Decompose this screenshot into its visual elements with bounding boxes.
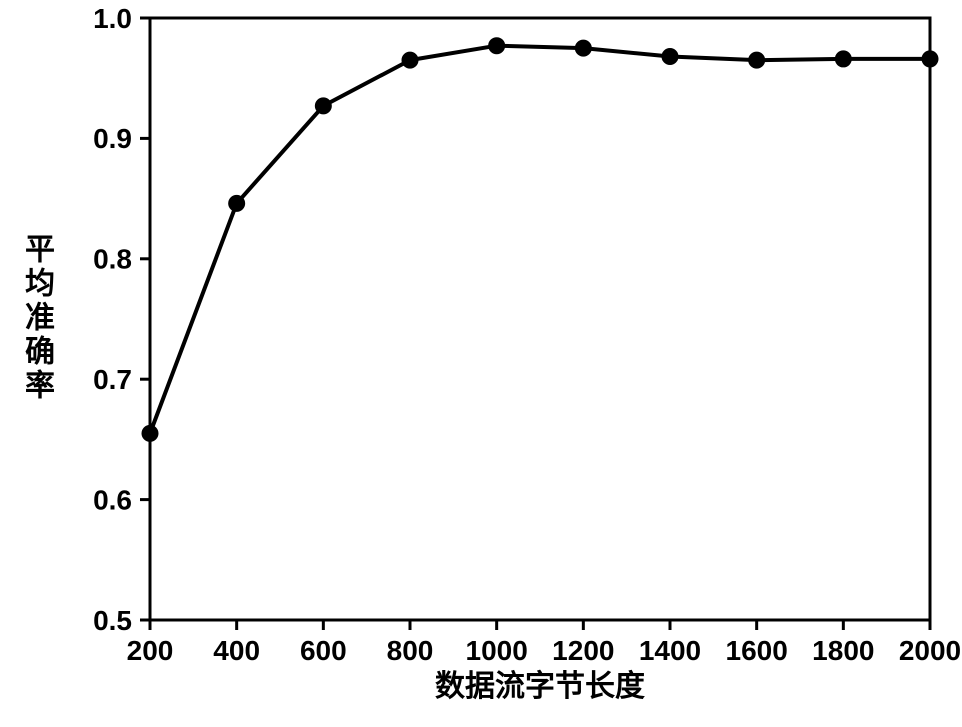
x-tick-label: 1400 — [639, 635, 701, 666]
y-tick-label: 0.9 — [93, 123, 132, 154]
series-marker — [229, 195, 245, 211]
y-tick-label: 0.7 — [93, 364, 132, 395]
series-marker — [922, 51, 938, 67]
x-tick-label: 400 — [213, 635, 260, 666]
x-tick-label: 1600 — [726, 635, 788, 666]
series-marker — [315, 98, 331, 114]
x-tick-label: 1000 — [466, 635, 528, 666]
x-axis-title: 数据流字节长度 — [435, 669, 645, 703]
y-tick-label: 1.0 — [93, 3, 132, 34]
series-marker — [575, 40, 591, 56]
series-marker — [402, 52, 418, 68]
series-marker — [662, 49, 678, 65]
series-marker — [835, 51, 851, 67]
x-tick-label: 2000 — [899, 635, 961, 666]
svg-text:平: 平 — [25, 234, 55, 267]
x-tick-label: 600 — [300, 635, 347, 666]
series-line — [150, 46, 930, 434]
y-axis-title: 平均准确率 — [25, 234, 55, 403]
svg-text:均: 均 — [25, 268, 55, 301]
svg-text:准: 准 — [25, 302, 55, 335]
x-tick-label: 1200 — [552, 635, 614, 666]
svg-text:确: 确 — [25, 335, 55, 369]
svg-text:率: 率 — [25, 370, 55, 403]
x-tick-label: 1800 — [812, 635, 874, 666]
y-tick-label: 0.8 — [93, 244, 132, 275]
y-tick-label: 0.6 — [93, 484, 132, 515]
series-marker — [142, 425, 158, 441]
plot-frame — [150, 18, 930, 620]
y-tick-label: 0.5 — [93, 605, 132, 636]
series-marker — [489, 38, 505, 54]
chart-container: 200 400 600 800 1000 1200 1400 1600 1800 2000 0.5 0… — [0, 0, 962, 727]
series-marker — [749, 52, 765, 68]
x-tick-label: 800 — [387, 635, 434, 666]
x-tick-label: 200 — [127, 635, 174, 666]
line-chart: 200 400 600 800 1000 1200 1400 1600 1800 2000 0.5 0… — [0, 0, 962, 727]
